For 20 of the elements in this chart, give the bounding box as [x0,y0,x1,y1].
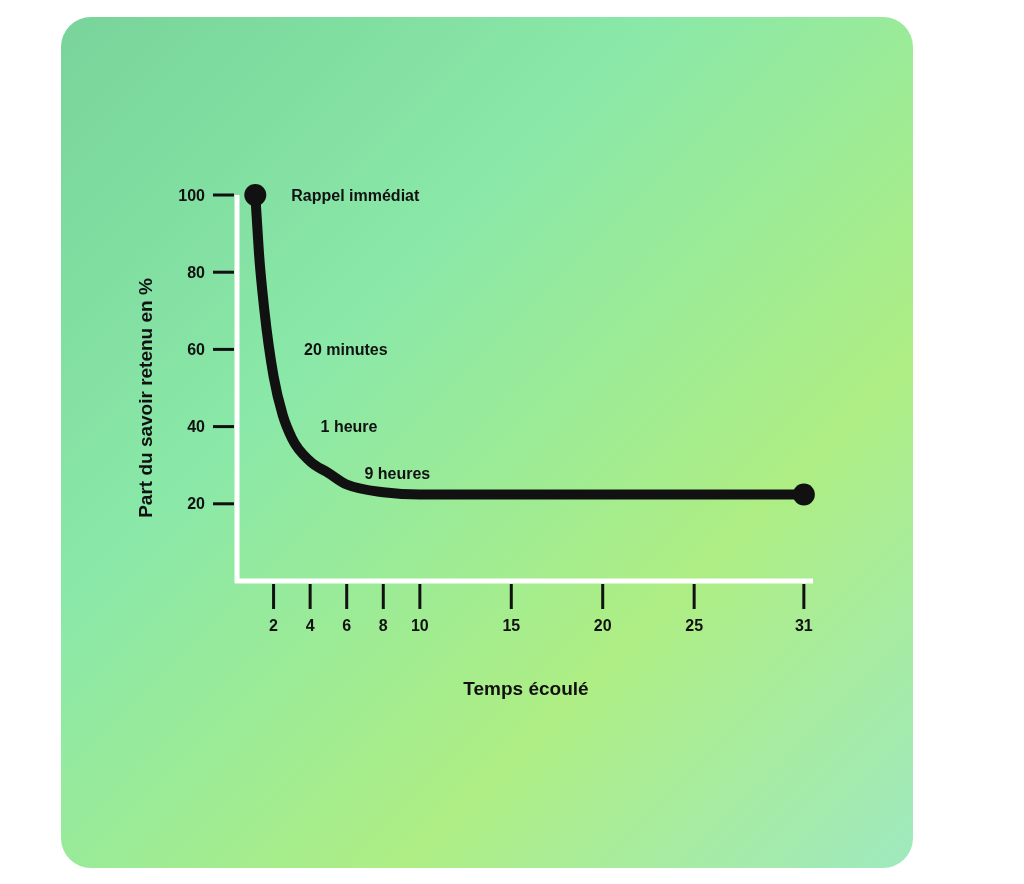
y-tick-label: 80 [187,263,206,281]
x-tick-label: 4 [305,617,315,634]
y-tick-label: 100 [178,186,206,204]
x-tick-label: 20 [593,617,612,634]
x-tick-label: 25 [685,617,704,634]
y-tick-label: 20 [187,495,206,513]
x-tick-label: 10 [410,617,429,634]
x-tick-label: 31 [794,617,813,634]
x-tick-label: 15 [502,617,521,634]
annotation: 20 minutes [304,341,388,358]
annotation: 1 heure [320,418,378,436]
x-tick-label: 6 [342,617,352,634]
y-axis-title: Part du savoir retenu en % [135,278,156,518]
annotation: Rappel immédiat [291,186,420,204]
x-tick-label: 2 [269,617,279,634]
y-tick-label: 40 [187,418,206,436]
y-tick-label: 60 [187,340,206,358]
x-axis-title: Temps écoulé [463,678,589,699]
x-tick-label: 8 [378,617,388,634]
annotation: 9 heures [364,464,431,482]
